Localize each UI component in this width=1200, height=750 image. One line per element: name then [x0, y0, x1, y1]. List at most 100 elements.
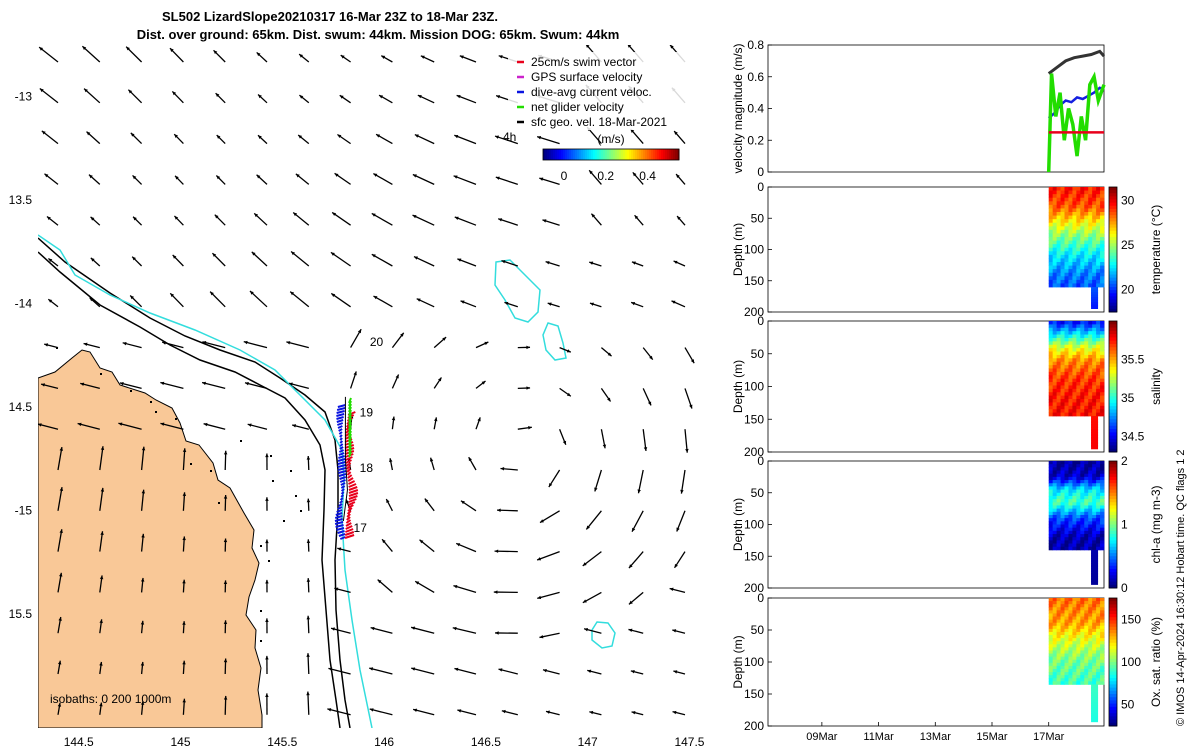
profile-cell — [1060, 518, 1065, 522]
profile-cell — [1080, 272, 1085, 277]
profile-cell — [1076, 337, 1081, 342]
profile-cell — [1060, 514, 1065, 519]
profile-cell — [1048, 668, 1054, 673]
profile-cell — [1100, 321, 1105, 325]
profile-cell — [1076, 402, 1081, 407]
profile-cell — [1060, 537, 1065, 541]
sfc-geo-vector — [307, 691, 310, 715]
sfc-geo-vector-head — [669, 587, 674, 592]
dive-avg-vector — [340, 482, 346, 486]
profile-cell — [1068, 662, 1073, 667]
profile-cell — [1052, 470, 1058, 475]
profile-cell — [1080, 237, 1085, 241]
profile-cell — [1076, 473, 1081, 478]
profile-cell — [1060, 405, 1065, 410]
profile-cell — [1052, 601, 1058, 605]
profile-colorbar-cell — [1109, 321, 1117, 325]
profile-cell — [1052, 378, 1058, 383]
profile-cell — [1076, 272, 1081, 277]
profile-cell — [1064, 530, 1069, 535]
profile-cell — [1060, 279, 1065, 284]
sfc-geo-vector-head — [369, 667, 374, 671]
net-glider-vector — [348, 451, 352, 458]
profile-cell — [1052, 395, 1058, 400]
dive-avg-vector — [338, 431, 343, 435]
profile-cell — [1072, 675, 1077, 679]
profile-colorbar-tick-label: 35.5 — [1121, 353, 1145, 367]
profile-cell — [1096, 534, 1101, 538]
profile-y-tick-label: 100 — [744, 518, 764, 532]
profile-cell — [1076, 382, 1081, 386]
profile-cell — [1052, 269, 1058, 274]
profile-cell — [1088, 265, 1093, 270]
profile-cell — [1100, 518, 1105, 522]
profile-cell — [1096, 392, 1101, 397]
sfc-geo-vector-head — [334, 587, 339, 591]
profile-cell — [1088, 348, 1093, 352]
profile-cell — [1048, 656, 1054, 661]
profile-cell — [1052, 409, 1058, 413]
profile-colorbar-cell — [1109, 274, 1117, 279]
reef-speck — [268, 560, 270, 562]
profile-colorbar-cell — [1109, 662, 1117, 666]
profile-cell — [1076, 641, 1081, 645]
profile-cell — [1060, 499, 1065, 503]
colorbar-cell — [603, 149, 606, 160]
profile-cell — [1060, 656, 1065, 661]
profile-cell — [1096, 354, 1101, 359]
profile-cell — [1088, 190, 1093, 195]
sfc-geo-vector-head — [414, 134, 419, 138]
profile-colorbar-cell — [1109, 370, 1117, 374]
sfc-geo-vector-head — [494, 549, 499, 553]
profile-cell — [1096, 461, 1101, 465]
sfc-geo-vector — [369, 708, 393, 716]
profile-cell — [1084, 543, 1089, 548]
profile-cell — [1060, 190, 1065, 195]
profile-cell — [1080, 229, 1085, 234]
profile-cell — [1064, 194, 1069, 199]
sfc-geo-vector — [244, 382, 268, 390]
profile-cell — [1064, 665, 1069, 670]
profile-cell — [1096, 388, 1101, 393]
sfc-geo-vector-head — [82, 46, 87, 50]
profile-cell — [1084, 344, 1089, 349]
profile-cell — [1056, 201, 1061, 206]
profile-colorbar-cell — [1109, 187, 1117, 191]
swim-vector — [347, 474, 353, 479]
profile-cell — [1064, 237, 1069, 241]
profile-cell — [1076, 495, 1081, 500]
profile-cell — [1052, 505, 1058, 510]
profile-colorbar-cell — [1109, 495, 1117, 500]
profile-cell — [1048, 647, 1054, 651]
profile-cell — [1080, 470, 1085, 475]
profile-cell — [1064, 229, 1069, 234]
sfc-geo-vector-head — [291, 251, 295, 256]
profile-cell — [1052, 327, 1058, 332]
profile-cell — [1092, 489, 1097, 494]
sfc-geo-vector-head — [357, 329, 362, 334]
profile-cell — [1068, 348, 1073, 352]
profile-colorbar-cell — [1109, 233, 1117, 238]
profile-cell — [1056, 546, 1061, 551]
profile-cell — [1088, 279, 1093, 284]
profile-cell — [1088, 375, 1093, 380]
profile-cell — [1076, 492, 1081, 497]
profile-tail-cell — [1091, 554, 1099, 560]
sfc-geo-vector — [539, 510, 560, 524]
profile-cell — [1096, 265, 1101, 270]
profile-cell — [1080, 656, 1085, 661]
profile-cell — [1056, 607, 1061, 611]
profile-cell — [1060, 358, 1065, 363]
profile-cell — [1076, 215, 1081, 220]
profile-cell — [1084, 607, 1089, 611]
profile-cell — [1076, 219, 1081, 224]
profile-cell — [1088, 613, 1093, 617]
profile-cell — [1064, 540, 1069, 544]
sfc-geo-vector — [637, 469, 644, 494]
profile-cell — [1088, 672, 1093, 676]
profile-cell — [1064, 601, 1069, 605]
sfc-geo-vector-head — [647, 401, 652, 406]
sfc-geo-vector-head — [452, 626, 457, 631]
profile-cell — [1052, 546, 1058, 551]
profile-colorbar-cell — [1109, 687, 1117, 692]
